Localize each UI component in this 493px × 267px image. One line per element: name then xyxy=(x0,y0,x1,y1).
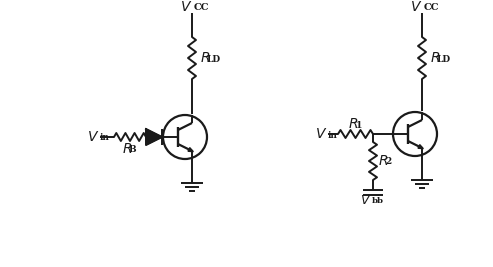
Text: $R$: $R$ xyxy=(122,142,132,156)
Text: $V$: $V$ xyxy=(410,0,422,14)
Text: 1: 1 xyxy=(355,120,362,129)
Polygon shape xyxy=(418,145,423,149)
Text: $R$: $R$ xyxy=(200,51,211,65)
Text: in: in xyxy=(328,131,338,139)
Text: 2: 2 xyxy=(385,158,391,167)
Text: $V$: $V$ xyxy=(180,0,192,14)
Text: CC: CC xyxy=(194,2,210,11)
Text: $R$: $R$ xyxy=(378,154,388,168)
Text: $R$: $R$ xyxy=(430,51,440,65)
Text: B: B xyxy=(129,146,137,155)
Text: in: in xyxy=(100,134,110,143)
Text: $V$: $V$ xyxy=(87,130,99,144)
Polygon shape xyxy=(146,129,162,145)
Text: CC: CC xyxy=(424,2,439,11)
Text: LD: LD xyxy=(207,54,221,64)
Text: $V$: $V$ xyxy=(360,194,371,206)
Text: bb: bb xyxy=(372,197,384,205)
Polygon shape xyxy=(188,148,193,152)
Text: $R$: $R$ xyxy=(348,117,358,131)
Text: LD: LD xyxy=(437,54,451,64)
Text: $V$: $V$ xyxy=(315,127,327,141)
